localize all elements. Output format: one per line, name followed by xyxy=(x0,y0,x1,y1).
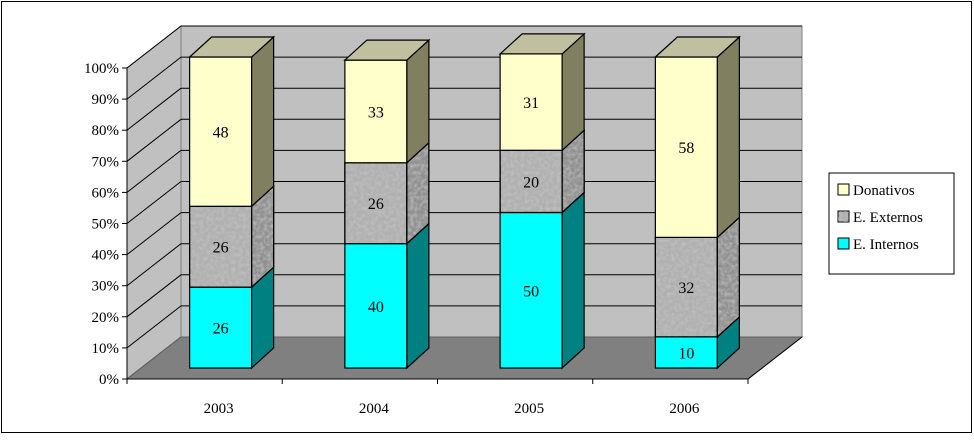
bar-top xyxy=(188,36,276,58)
y-tick-label: 90% xyxy=(92,92,120,108)
bar-side xyxy=(406,222,430,370)
data-label: 31 xyxy=(523,95,539,112)
bar-side xyxy=(561,191,585,370)
y-tick-label: 30% xyxy=(92,279,120,295)
x-tick-label: 2003 xyxy=(204,401,234,417)
bar-segment-donativos: 58 xyxy=(653,35,741,239)
y-tick-label: 0% xyxy=(99,372,119,388)
legend-box xyxy=(828,172,955,275)
data-label: 26 xyxy=(368,196,384,213)
bar-side-texture xyxy=(406,142,429,244)
gridline-side xyxy=(126,212,182,255)
bar-segment-e-internos: 50 xyxy=(499,191,585,370)
x-tick-label: 2005 xyxy=(514,401,544,417)
bar-front xyxy=(654,56,718,238)
gridline-side xyxy=(126,305,182,349)
bar-segment-donativos: 31 xyxy=(498,32,586,152)
bar-segment-e-internos: 26 xyxy=(189,265,275,370)
gridline-side xyxy=(126,25,182,69)
gridline-side xyxy=(126,56,182,100)
legend-label: E. Externos xyxy=(853,210,923,226)
bar-front xyxy=(344,243,408,369)
bar-top xyxy=(653,36,741,58)
y-tick-label: 20% xyxy=(92,310,120,326)
bar-side xyxy=(716,35,740,239)
bar-top xyxy=(343,39,431,61)
x-tick-label: 2004 xyxy=(359,401,390,417)
bar-segment-donativos: 48 xyxy=(188,35,276,208)
legend-label: E. Internos xyxy=(853,237,919,253)
bar-front xyxy=(189,286,253,369)
bar-segment-e-internos: 10 xyxy=(654,315,740,370)
data-label: 20 xyxy=(523,174,539,191)
data-label: 26 xyxy=(213,240,229,257)
legend-label: Donativos xyxy=(853,183,915,199)
gridline-side xyxy=(126,181,182,224)
bar-front xyxy=(344,59,408,164)
legend-swatch-texture xyxy=(838,211,849,222)
x-tick-label: 2006 xyxy=(669,401,700,417)
bar-texture xyxy=(189,206,252,288)
data-label: 40 xyxy=(368,299,384,316)
data-label: 10 xyxy=(678,345,694,362)
bar-side-texture xyxy=(717,217,740,337)
bar-texture xyxy=(344,162,407,244)
data-label: 48 xyxy=(213,125,229,142)
bar-segment-e-externos: 26 xyxy=(189,184,275,289)
y-tick-label: 70% xyxy=(92,154,120,170)
bar-front xyxy=(189,56,253,207)
bar-side-texture xyxy=(251,186,274,288)
legend-swatch xyxy=(837,237,850,250)
bar-segment-e-externos: 32 xyxy=(654,216,740,339)
gridline-side xyxy=(126,150,182,193)
bar-texture xyxy=(500,150,563,213)
gridline-side xyxy=(126,87,182,131)
bar-texture xyxy=(655,237,718,337)
bar-segment-e-externos: 26 xyxy=(344,141,430,245)
data-label: 26 xyxy=(213,321,229,338)
bar-front xyxy=(499,211,563,369)
y-tick-label: 80% xyxy=(92,123,120,139)
bar-segment-e-externos: 20 xyxy=(499,128,585,214)
y-tick-label: 10% xyxy=(92,341,120,357)
bar-segment-e-internos: 40 xyxy=(344,222,430,370)
bar-segment-donativos: 33 xyxy=(343,38,431,165)
data-label: 50 xyxy=(523,283,539,300)
bar-side-texture xyxy=(562,130,585,213)
data-label: 58 xyxy=(678,140,694,157)
floor-edge xyxy=(747,336,803,380)
gridline-side xyxy=(126,118,182,162)
data-label: 33 xyxy=(368,104,384,121)
legend-swatch xyxy=(837,183,850,196)
bar-side xyxy=(406,38,430,165)
bar-side xyxy=(251,35,275,208)
y-tick-label: 60% xyxy=(92,185,120,201)
y-tick-label: 100% xyxy=(84,61,119,77)
bar-top xyxy=(498,33,586,55)
y-tick-label: 40% xyxy=(92,248,120,264)
bar-front xyxy=(499,53,563,151)
gridline-side xyxy=(126,274,182,318)
data-label: 32 xyxy=(678,280,694,297)
gridline-side xyxy=(126,243,182,287)
y-tick-label: 50% xyxy=(92,217,120,233)
